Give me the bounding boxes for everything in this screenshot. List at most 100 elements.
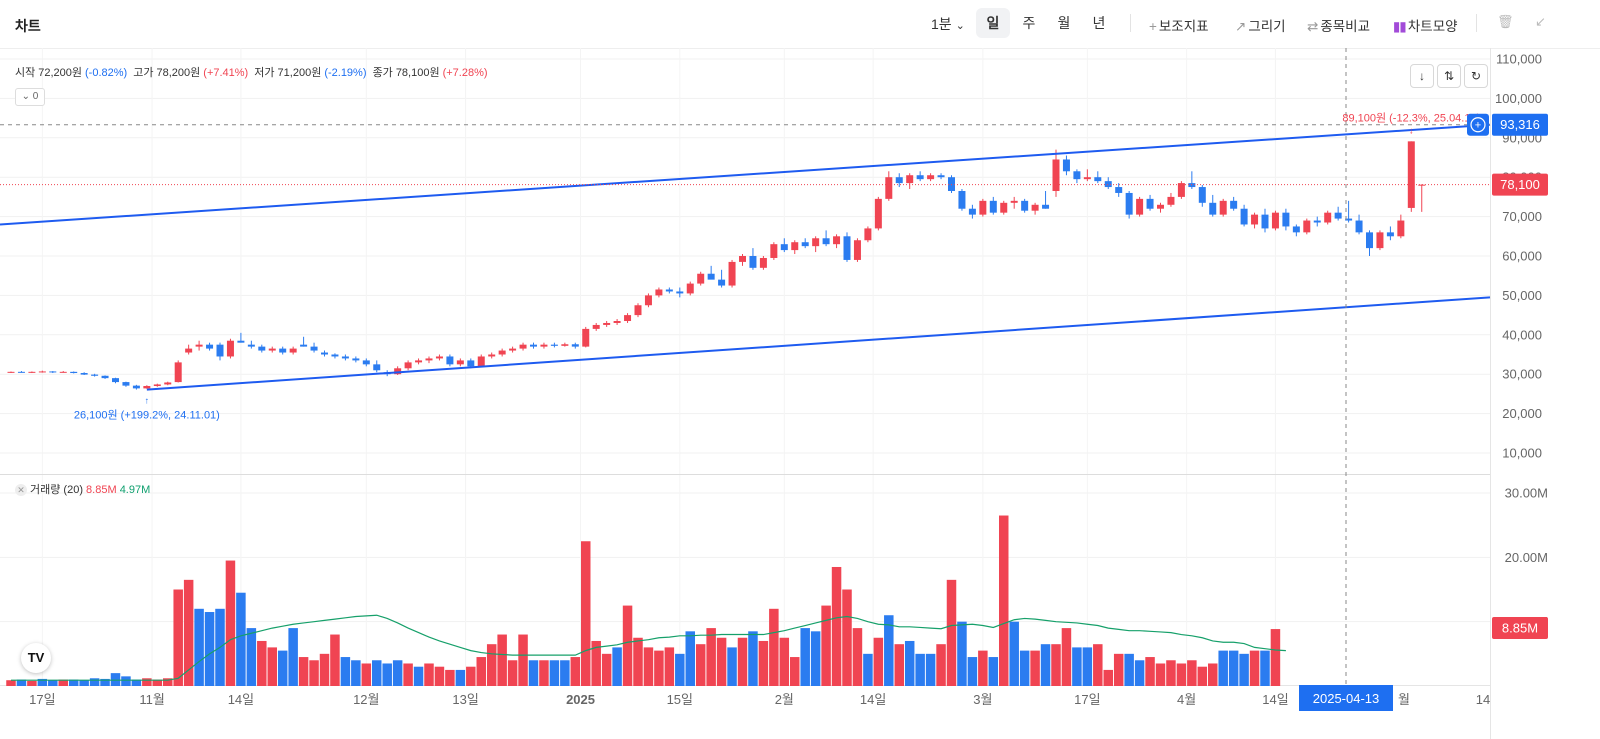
volume-bar — [466, 666, 476, 686]
volume-bar — [1103, 669, 1113, 686]
upper-channel-line[interactable] — [0, 123, 1491, 226]
plus-circle-icon — [1470, 117, 1486, 133]
volume-bar — [675, 653, 685, 686]
volume-bar — [173, 589, 183, 686]
tab-week[interactable]: 주 — [1022, 15, 1036, 31]
volume-bar — [68, 679, 79, 686]
low-label: 저가 — [254, 67, 275, 79]
candle — [948, 177, 955, 191]
volume-bar — [1166, 660, 1176, 686]
volume-ma-value: 4.97M — [119, 484, 151, 496]
lower-channel-line[interactable] — [146, 296, 1491, 391]
candle — [456, 360, 464, 365]
candle — [728, 261, 736, 286]
volume-bar — [288, 628, 298, 686]
shrink-icon[interactable]: ↙ — [1535, 14, 1546, 29]
candle — [979, 200, 987, 215]
candle — [644, 295, 652, 306]
interval-label: 1분 — [931, 16, 952, 32]
close-icon[interactable]: ✕ — [15, 484, 27, 496]
candle — [655, 289, 663, 296]
add-alert-button[interactable]: + — [1467, 113, 1489, 136]
candle — [1355, 220, 1363, 233]
candle — [822, 238, 830, 245]
volume-bar — [863, 653, 873, 686]
collapse-arrows-icon[interactable]: ⇅ — [1437, 64, 1461, 88]
volume-bar — [904, 640, 915, 686]
candle — [906, 175, 914, 184]
tab-year[interactable]: 년 — [1092, 15, 1106, 31]
volume-bar — [1093, 644, 1103, 686]
volume-bar — [194, 608, 204, 686]
volume-bar — [769, 608, 779, 686]
volume-bar — [936, 644, 946, 686]
trash-icon[interactable]: 🗑 — [1497, 14, 1514, 29]
price-tick-label: 10,000 — [1502, 446, 1542, 461]
candle — [780, 244, 788, 251]
volume-label: 거래량 (20) — [30, 484, 83, 496]
candle — [1198, 187, 1206, 203]
candle — [718, 279, 726, 286]
candle — [749, 256, 757, 268]
price-tick-label: 100,000 — [1495, 91, 1542, 106]
scroll-down-icon[interactable]: ↓ — [1410, 64, 1434, 88]
candle — [968, 208, 976, 215]
date-tick-label: 17일 — [1074, 692, 1100, 707]
volume-bar — [894, 644, 904, 686]
volume-bar — [706, 628, 716, 686]
volume-bar — [319, 653, 330, 686]
candle — [770, 244, 778, 258]
close-label: 종가 — [372, 67, 393, 79]
svg-text:8.85M: 8.85M — [1502, 621, 1538, 636]
volume-bar — [957, 621, 967, 686]
candle — [446, 356, 454, 365]
price-tick-label: 110,000 — [1496, 52, 1542, 67]
candle-bars-icon: ▮▮ — [1393, 19, 1407, 34]
low-value: 71,200원 — [277, 67, 322, 79]
reset-view-icon[interactable]: ↻ — [1464, 64, 1488, 88]
candle — [1010, 200, 1018, 203]
volume-bar — [842, 589, 852, 686]
volume-bar — [1009, 621, 1019, 686]
volume-bar — [392, 660, 403, 686]
candle — [1345, 218, 1353, 221]
candle — [1104, 181, 1112, 188]
price-tick-label: 70,000 — [1502, 209, 1542, 224]
plus-icon: + — [1149, 19, 1157, 34]
candle — [122, 382, 130, 386]
candle — [1115, 187, 1123, 193]
volume-bar — [591, 640, 601, 686]
volume-bar — [110, 673, 121, 686]
volume-bar — [685, 631, 695, 686]
candle — [1366, 232, 1373, 249]
candle — [435, 356, 443, 359]
candle — [801, 242, 809, 247]
volume-bar — [601, 653, 612, 686]
candle — [1042, 204, 1050, 209]
draw-button[interactable]: ↗ 그리기 — [1235, 15, 1286, 35]
candle — [937, 175, 945, 178]
chart-style-button[interactable]: ▮▮ 차트모양 — [1393, 15, 1458, 35]
indicator-button[interactable]: + 보조지표 — [1149, 15, 1209, 35]
candle — [1177, 183, 1185, 197]
interval-select[interactable]: 1분 ⌄ — [931, 14, 965, 34]
compare-label: 종목비교 — [1320, 19, 1370, 34]
volume-bar — [152, 679, 163, 686]
crosshair-price-badge: 93,316 — [1492, 113, 1548, 136]
volume-bar — [37, 678, 48, 686]
compare-button[interactable]: ⇄ 종목비교 — [1307, 15, 1370, 35]
tab-day[interactable]: 일 — [976, 8, 1010, 38]
candle — [1219, 200, 1227, 215]
date-tick-label: 15일 — [667, 692, 693, 707]
volume-bar — [800, 628, 810, 686]
date-tick-label: 14일 — [1262, 692, 1288, 707]
volume-bar — [1197, 666, 1208, 686]
collapse-indicators-button[interactable]: ⌄ 0 — [15, 88, 45, 106]
candle — [1209, 202, 1217, 215]
tab-month[interactable]: 월 — [1057, 15, 1071, 31]
candle — [686, 283, 694, 294]
tradingview-logo[interactable]: TV — [21, 643, 51, 673]
candle — [362, 360, 370, 365]
volume-bar — [1208, 663, 1218, 686]
